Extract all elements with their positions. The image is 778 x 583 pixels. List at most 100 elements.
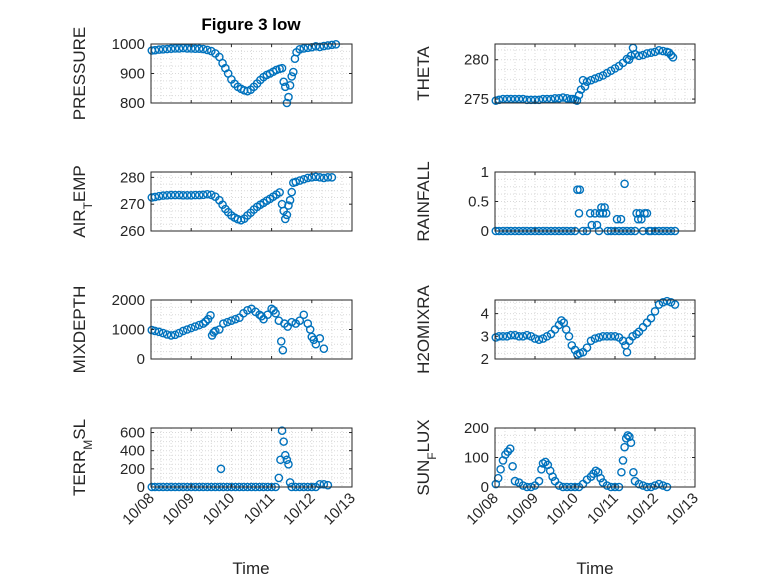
data-point bbox=[280, 82, 290, 92]
y-axis-label: TERRMSL bbox=[70, 419, 95, 496]
subplot-mixdepth: 0 1000 2000 MIXDEPTH bbox=[70, 286, 353, 373]
data-point bbox=[227, 316, 236, 325]
y-tick-label: 4 bbox=[481, 306, 489, 323]
axes-frame bbox=[494, 299, 696, 360]
data-point bbox=[620, 442, 629, 452]
data-point bbox=[215, 325, 224, 334]
data-point bbox=[662, 296, 672, 306]
data-point bbox=[319, 41, 329, 51]
data-point bbox=[311, 172, 321, 182]
axes-frame bbox=[150, 427, 353, 488]
data-point bbox=[289, 67, 298, 77]
data-point bbox=[610, 332, 620, 341]
data-point bbox=[198, 319, 208, 328]
data-point bbox=[211, 326, 220, 336]
y-tick-label: 400 bbox=[120, 443, 145, 460]
data-point bbox=[574, 208, 584, 218]
data-point bbox=[299, 44, 309, 53]
data-point bbox=[201, 317, 210, 326]
data-point bbox=[154, 45, 164, 54]
data-point bbox=[263, 310, 272, 320]
y-axis-label: AIRTEMP bbox=[70, 165, 95, 238]
data-point bbox=[606, 332, 616, 341]
x-tick-label: 10/10 bbox=[543, 490, 582, 529]
data-point bbox=[282, 210, 292, 220]
data-point bbox=[625, 432, 634, 442]
data-point bbox=[562, 93, 572, 103]
x-axis-label-left: Time bbox=[232, 559, 269, 578]
data-point bbox=[166, 190, 176, 200]
data-point bbox=[600, 203, 609, 212]
data-point bbox=[597, 203, 606, 212]
data-point bbox=[502, 332, 512, 341]
data-point bbox=[592, 220, 602, 230]
data-point bbox=[557, 316, 566, 325]
data-point bbox=[658, 481, 668, 490]
data-point bbox=[198, 44, 208, 54]
data-point bbox=[575, 185, 585, 194]
data-point bbox=[629, 467, 638, 477]
y-tick-label: 1 bbox=[481, 164, 489, 181]
data-point bbox=[323, 480, 333, 490]
data-point bbox=[594, 72, 604, 82]
data-point bbox=[618, 336, 628, 346]
data-point bbox=[558, 93, 568, 102]
y-tick-label: 100 bbox=[464, 450, 489, 467]
data-point bbox=[626, 438, 636, 448]
data-point bbox=[496, 464, 505, 474]
data-point bbox=[522, 330, 532, 340]
data-point bbox=[277, 63, 287, 73]
x-tick-label: 10/11 bbox=[241, 490, 279, 528]
data-point bbox=[202, 45, 212, 55]
data-point bbox=[510, 476, 520, 486]
data-point bbox=[622, 347, 632, 357]
data-point bbox=[162, 330, 172, 339]
data-point bbox=[518, 332, 528, 341]
data-point bbox=[202, 189, 212, 199]
data-point bbox=[327, 173, 337, 182]
data-point bbox=[319, 344, 329, 353]
data-point bbox=[194, 320, 204, 330]
y-axis-label: H2OMIXRA bbox=[414, 284, 433, 373]
data-point bbox=[274, 473, 284, 483]
x-tick-label: 10/09 bbox=[503, 490, 542, 529]
figure-title: Figure 3 low bbox=[201, 15, 301, 34]
data-point bbox=[303, 173, 313, 183]
subplot-pressure: 800 900 1000 PRESSURE bbox=[70, 27, 353, 121]
data-point bbox=[182, 191, 192, 200]
data-point bbox=[554, 481, 564, 490]
data-point bbox=[284, 201, 293, 210]
data-point bbox=[327, 40, 337, 50]
data-point bbox=[299, 310, 309, 320]
data-point bbox=[518, 481, 528, 490]
data-point bbox=[650, 47, 660, 57]
data-point bbox=[276, 455, 285, 465]
data-point bbox=[634, 51, 644, 61]
data-point bbox=[162, 44, 172, 54]
data-point bbox=[642, 208, 652, 218]
data-point bbox=[590, 74, 600, 83]
data-point bbox=[315, 479, 325, 489]
data-point bbox=[623, 431, 633, 440]
subplot-rainfall: 0 0.5 1 RAINFALL bbox=[414, 161, 696, 242]
data-point bbox=[280, 214, 290, 224]
y-axis-label: RAINFALL bbox=[414, 161, 433, 241]
data-point bbox=[598, 332, 608, 341]
x-tick-label: 10/11 bbox=[584, 490, 622, 528]
data-point bbox=[319, 479, 329, 489]
data-point bbox=[154, 191, 164, 201]
data-point bbox=[166, 44, 176, 54]
data-point bbox=[279, 437, 288, 446]
y-axis-label: SUNFLUX bbox=[414, 419, 439, 495]
data-point bbox=[174, 190, 184, 200]
y-axis-label: PRESSURE bbox=[70, 27, 89, 121]
data-point bbox=[510, 330, 520, 340]
data-point bbox=[658, 46, 668, 56]
x-tick-label: 10/10 bbox=[200, 490, 239, 529]
y-tick-label: 0.5 bbox=[468, 194, 489, 211]
data-point bbox=[287, 317, 297, 327]
data-point bbox=[534, 476, 544, 486]
y-tick-label: 800 bbox=[120, 95, 145, 112]
data-point bbox=[612, 214, 622, 224]
